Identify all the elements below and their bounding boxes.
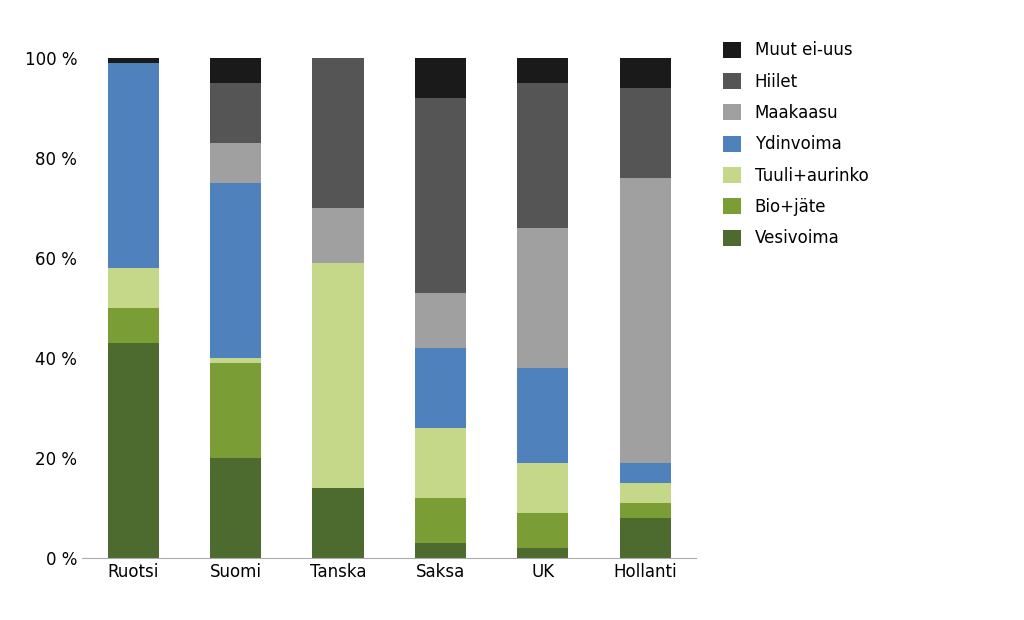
Bar	[517, 228, 568, 368]
Bar	[108, 58, 159, 63]
Bar	[108, 308, 159, 343]
Bar	[620, 518, 671, 558]
Bar	[415, 348, 466, 428]
Bar	[517, 463, 568, 513]
Bar	[210, 83, 261, 143]
Bar	[620, 89, 671, 179]
Bar	[620, 58, 671, 89]
Bar	[312, 58, 364, 208]
Bar	[312, 264, 364, 488]
Bar	[620, 483, 671, 503]
Bar	[620, 503, 671, 518]
Bar	[517, 368, 568, 463]
Bar	[210, 363, 261, 458]
Bar	[108, 268, 159, 308]
Bar	[517, 513, 568, 548]
Bar	[210, 358, 261, 363]
Bar	[620, 179, 671, 463]
Bar	[415, 99, 466, 293]
Bar	[210, 184, 261, 358]
Bar	[312, 208, 364, 264]
Bar	[108, 63, 159, 268]
Bar	[415, 293, 466, 348]
Bar	[415, 58, 466, 99]
Bar	[415, 498, 466, 543]
Bar	[517, 548, 568, 558]
Bar	[210, 58, 261, 83]
Bar	[108, 343, 159, 558]
Bar	[620, 463, 671, 483]
Bar	[415, 543, 466, 558]
Bar	[312, 488, 364, 558]
Bar	[517, 58, 568, 83]
Bar	[517, 83, 568, 228]
Bar	[415, 428, 466, 498]
Legend: Muut ei-uus, Hiilet, Maakaasu, Ydinvoima, Tuuli+aurinko, Bio+jäte, Vesivoima: Muut ei-uus, Hiilet, Maakaasu, Ydinvoima…	[723, 42, 868, 247]
Bar	[210, 143, 261, 184]
Bar	[210, 458, 261, 558]
